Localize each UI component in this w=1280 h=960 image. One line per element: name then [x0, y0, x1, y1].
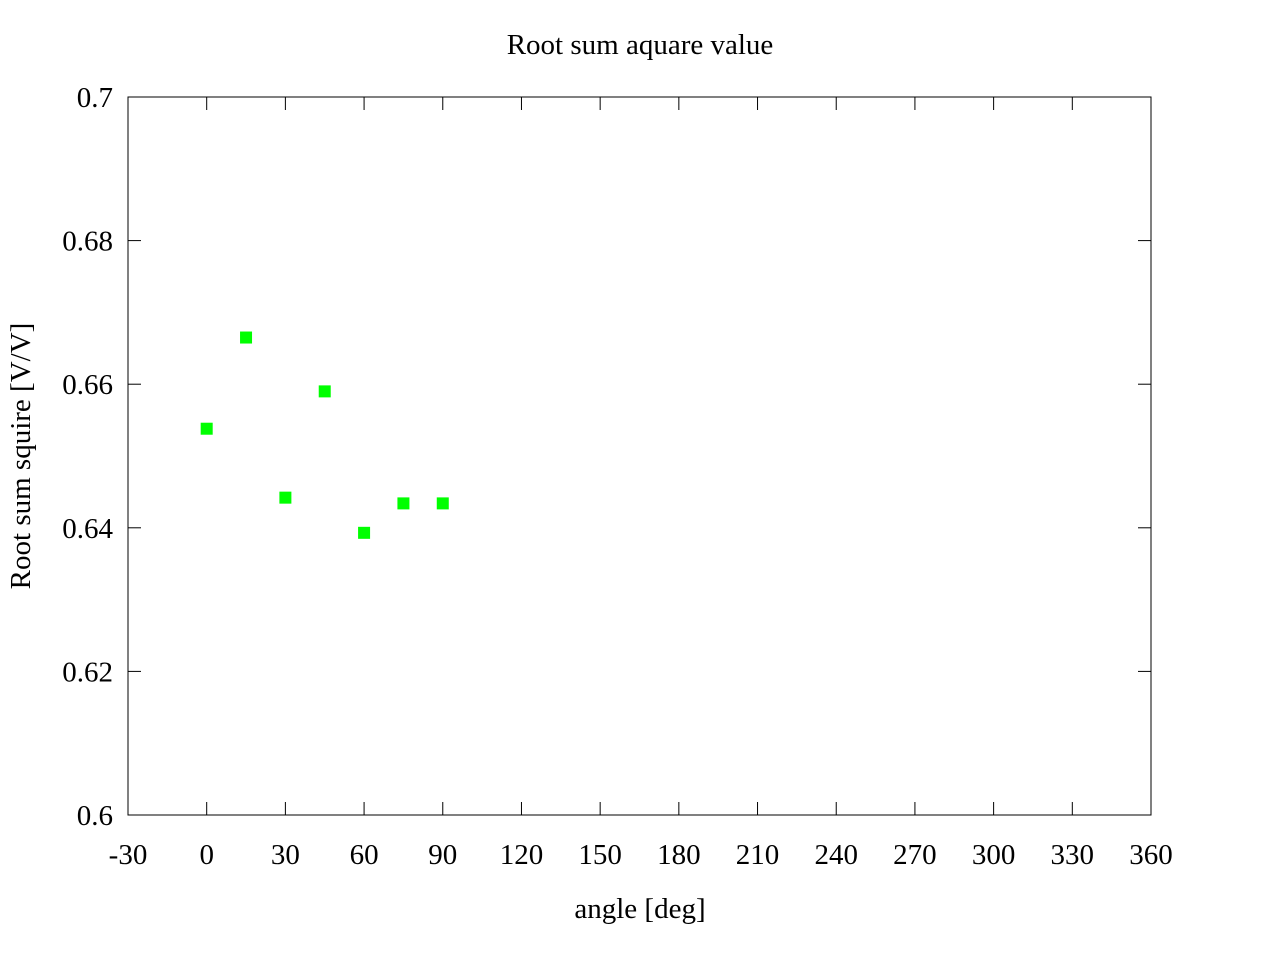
data-point — [279, 491, 292, 504]
axis-ticks — [127, 96, 1152, 816]
y-tick-label: 0.7 — [77, 82, 113, 114]
x-tick-label: 300 — [972, 839, 1016, 871]
data-point — [200, 422, 213, 435]
data-point — [358, 526, 371, 539]
y-tick-label: 0.66 — [62, 369, 113, 401]
chart-title: Root sum aquare value — [507, 29, 774, 61]
x-tick-label: 150 — [578, 839, 622, 871]
x-tick-label: 0 — [199, 839, 214, 871]
data-points — [200, 331, 449, 539]
y-tick-label: 0.62 — [62, 656, 113, 688]
x-tick-label: 240 — [814, 839, 858, 871]
y-axis-label: Root sum squire [V/V] — [5, 323, 37, 590]
data-point — [318, 385, 331, 398]
x-tick-label: 270 — [893, 839, 937, 871]
data-point — [240, 331, 253, 344]
x-tick-label: -30 — [109, 839, 148, 871]
x-tick-label: 120 — [500, 839, 544, 871]
x-tick-label: 180 — [657, 839, 701, 871]
x-tick-label: 90 — [428, 839, 457, 871]
y-tick-label: 0.6 — [77, 800, 113, 832]
x-tick-label: 30 — [271, 839, 300, 871]
x-tick-label: 360 — [1129, 839, 1173, 871]
x-tick-label: 330 — [1051, 839, 1095, 871]
data-point — [397, 497, 410, 510]
y-tick-label: 0.68 — [62, 226, 113, 258]
plot-frame — [127, 96, 1152, 816]
x-axis-label: angle [deg] — [574, 893, 705, 925]
x-tick-label: 210 — [736, 839, 780, 871]
data-point — [436, 497, 449, 510]
x-tick-label: 60 — [350, 839, 379, 871]
tick-labels: -30 0 30 60 90 120 150 180 210 240 270 300 330 360 0.6… — [62, 82, 1173, 871]
y-tick-label: 0.64 — [62, 513, 113, 545]
